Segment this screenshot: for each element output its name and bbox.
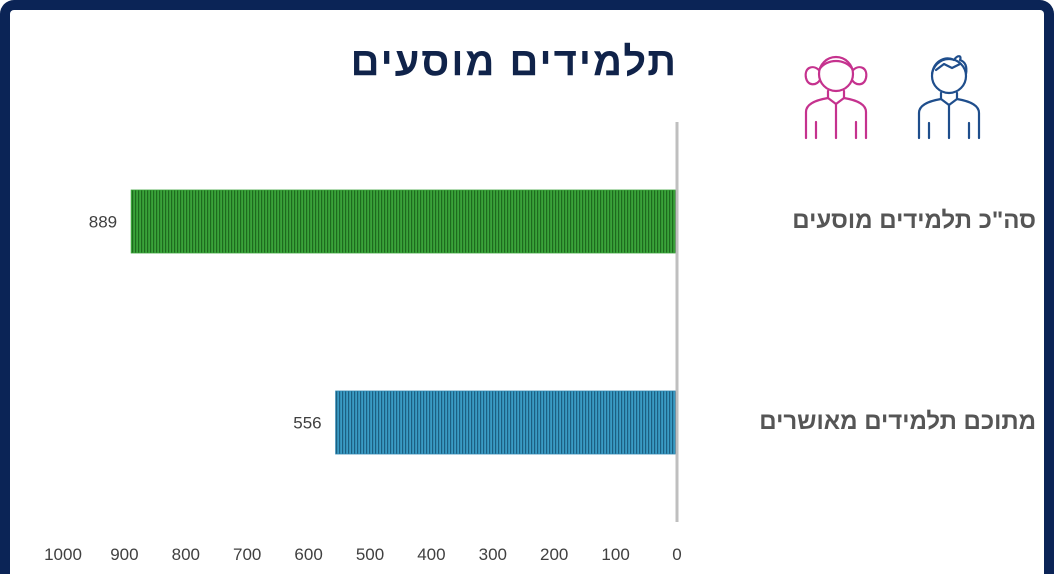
x-tick-label: 300 bbox=[479, 545, 507, 564]
x-axis-ticks: 0 100 200 300 400 500 600 700 800 900 1000 bbox=[44, 545, 682, 564]
bar-group: 889 556 bbox=[89, 189, 678, 455]
x-tick-label: 1000 bbox=[44, 545, 82, 564]
girl-outline-icon bbox=[804, 55, 868, 140]
category-label-total: סה"כ תלמידים מוסעים bbox=[792, 207, 1036, 234]
chart-title: תלמידים מוסעים bbox=[350, 40, 678, 84]
x-tick-label: 600 bbox=[294, 545, 322, 564]
data-label-approved: 556 bbox=[293, 414, 321, 433]
x-tick-label: 400 bbox=[417, 545, 445, 564]
x-tick-label: 0 bbox=[672, 545, 681, 564]
data-label-total: 889 bbox=[89, 213, 117, 232]
bar-approved bbox=[335, 390, 678, 455]
x-tick-label: 900 bbox=[110, 545, 138, 564]
x-tick-label: 800 bbox=[172, 545, 200, 564]
x-tick-label: 700 bbox=[233, 545, 261, 564]
x-tick-label: 100 bbox=[601, 545, 629, 564]
category-label-approved: מתוכם תלמידים מאושרים bbox=[759, 408, 1036, 435]
bar-total bbox=[130, 189, 678, 254]
x-tick-label: 200 bbox=[540, 545, 568, 564]
x-tick-label: 500 bbox=[356, 545, 384, 564]
boy-outline-icon bbox=[917, 55, 981, 140]
students-icons bbox=[804, 55, 981, 140]
